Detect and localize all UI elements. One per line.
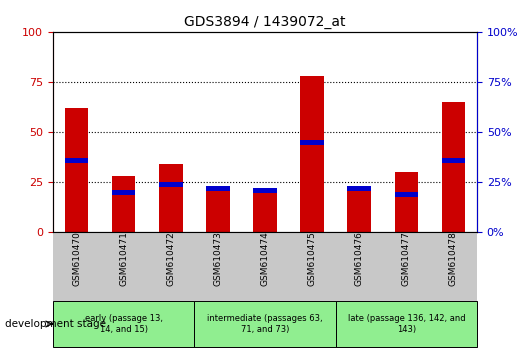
Bar (335, 301, 477, 347)
Bar (394, 192, 418, 197)
Bar (441, 102, 465, 232)
Bar (206, 186, 229, 191)
Bar (301, 139, 324, 145)
Bar (253, 190, 277, 232)
Bar (253, 188, 277, 193)
Text: late (passage 136, 142, and
143): late (passage 136, 142, and 143) (348, 314, 465, 334)
Bar (159, 182, 182, 187)
Bar (348, 186, 371, 191)
Bar (394, 172, 418, 232)
Bar (195, 301, 335, 347)
Bar (53, 301, 195, 347)
Bar (441, 158, 465, 163)
Bar (206, 188, 229, 232)
Bar (65, 158, 89, 163)
Bar (112, 190, 136, 195)
Bar (159, 164, 182, 232)
Bar (301, 76, 324, 232)
Text: development stage: development stage (5, 319, 107, 329)
Bar (65, 108, 89, 232)
Title: GDS3894 / 1439072_at: GDS3894 / 1439072_at (184, 16, 346, 29)
Bar (348, 190, 371, 232)
Text: early (passage 13,
14, and 15): early (passage 13, 14, and 15) (85, 314, 163, 334)
Bar (112, 176, 136, 232)
Text: intermediate (passages 63,
71, and 73): intermediate (passages 63, 71, and 73) (207, 314, 323, 334)
